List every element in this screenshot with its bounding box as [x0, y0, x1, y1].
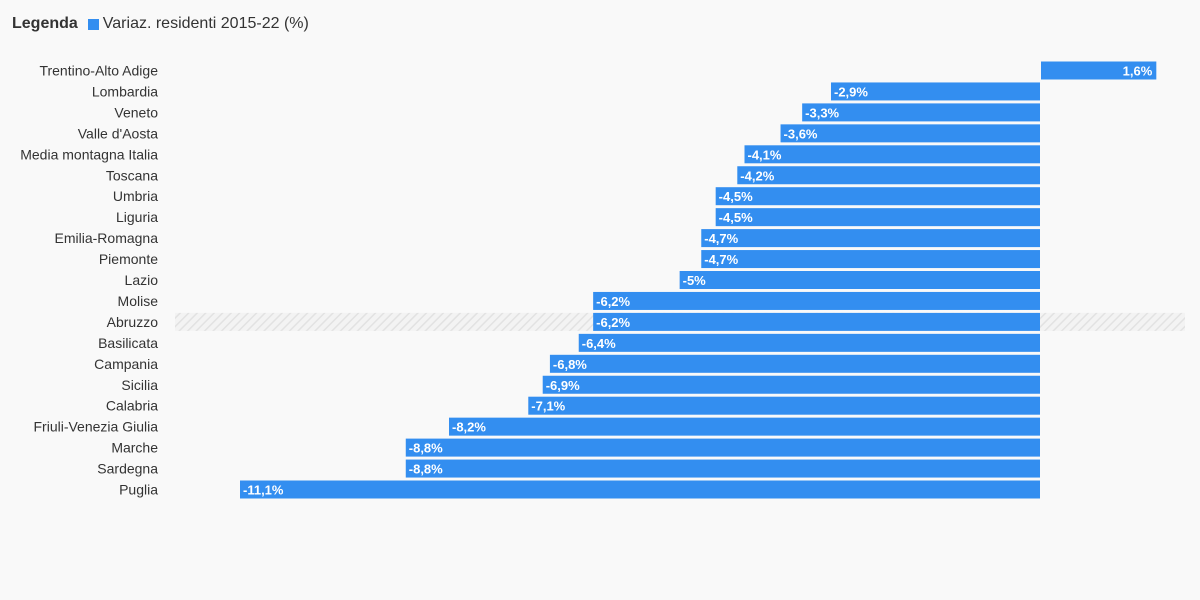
value-label: 1,6%: [1123, 64, 1153, 79]
category-label: Emilia-Romagna: [55, 230, 159, 246]
category-label: Trentino-Alto Adige: [39, 63, 158, 79]
bar[interactable]: [715, 187, 1040, 206]
bar[interactable]: [405, 459, 1041, 478]
value-label: -3,6%: [784, 126, 818, 141]
value-label: -4,5%: [719, 210, 753, 225]
bar[interactable]: [737, 166, 1040, 185]
value-label: -6,8%: [553, 357, 587, 372]
bar[interactable]: [593, 312, 1040, 331]
category-label: Friuli-Venezia Giulia: [34, 419, 159, 435]
category-label: Media montagna Italia: [20, 146, 158, 162]
value-label: -3,3%: [805, 105, 839, 120]
category-label: Lazio: [125, 272, 159, 288]
value-label: -5%: [683, 273, 707, 288]
category-label: Marche: [111, 440, 158, 456]
legend-swatch: [87, 18, 99, 30]
bar[interactable]: [701, 250, 1040, 269]
bar[interactable]: [549, 354, 1040, 373]
value-label: -2,9%: [834, 84, 868, 99]
value-label: -6,4%: [582, 336, 616, 351]
category-label: Basilicata: [98, 335, 158, 351]
bar[interactable]: [679, 271, 1040, 289]
bar[interactable]: [830, 82, 1040, 101]
bar[interactable]: [593, 291, 1040, 310]
legend-title: Legenda: [12, 15, 78, 32]
value-label: -7,1%: [531, 399, 565, 414]
value-label: -6,9%: [546, 378, 580, 393]
bar[interactable]: [449, 417, 1040, 436]
category-label: Campania: [94, 356, 158, 372]
value-label: -8,8%: [409, 462, 443, 477]
category-label: Toscana: [106, 167, 158, 183]
category-label: Sicilia: [121, 377, 158, 393]
bar[interactable]: [405, 438, 1041, 457]
bar[interactable]: [542, 375, 1040, 394]
category-label: Calabria: [106, 398, 158, 414]
bar[interactable]: [802, 103, 1040, 122]
value-label: -8,8%: [409, 441, 443, 456]
value-label: -8,2%: [452, 420, 486, 435]
bar[interactable]: [744, 145, 1040, 164]
category-label: Sardegna: [97, 461, 158, 477]
bar[interactable]: [701, 229, 1040, 248]
value-label: -6,2%: [596, 315, 630, 330]
category-label: Abruzzo: [107, 314, 159, 330]
value-label: -4,2%: [740, 168, 774, 183]
bar[interactable]: [578, 333, 1040, 352]
value-label: -6,2%: [596, 294, 630, 309]
value-label: -11,1%: [243, 483, 284, 498]
category-label: Puglia: [119, 482, 158, 498]
category-label: Veneto: [114, 104, 158, 120]
value-label: -4,7%: [704, 231, 738, 246]
category-label: Liguria: [116, 209, 158, 225]
bar[interactable]: [528, 396, 1040, 415]
bar[interactable]: [240, 480, 1040, 499]
legend-series-label: Variaz. residenti 2015-22 (%): [102, 15, 309, 32]
value-label: -4,5%: [719, 189, 753, 204]
bar[interactable]: [780, 124, 1040, 143]
value-label: -4,1%: [748, 147, 782, 162]
bar[interactable]: [1041, 61, 1157, 80]
category-label: Valle d'Aosta: [78, 125, 158, 141]
bar[interactable]: [715, 208, 1040, 227]
category-label: Umbria: [113, 188, 158, 204]
legend: Legenda Variaz. residenti 2015-22 (%): [12, 14, 309, 34]
category-label: Molise: [118, 293, 159, 309]
category-label: Lombardia: [92, 83, 158, 99]
value-label: -4,7%: [704, 252, 738, 267]
category-label: Piemonte: [99, 251, 158, 267]
